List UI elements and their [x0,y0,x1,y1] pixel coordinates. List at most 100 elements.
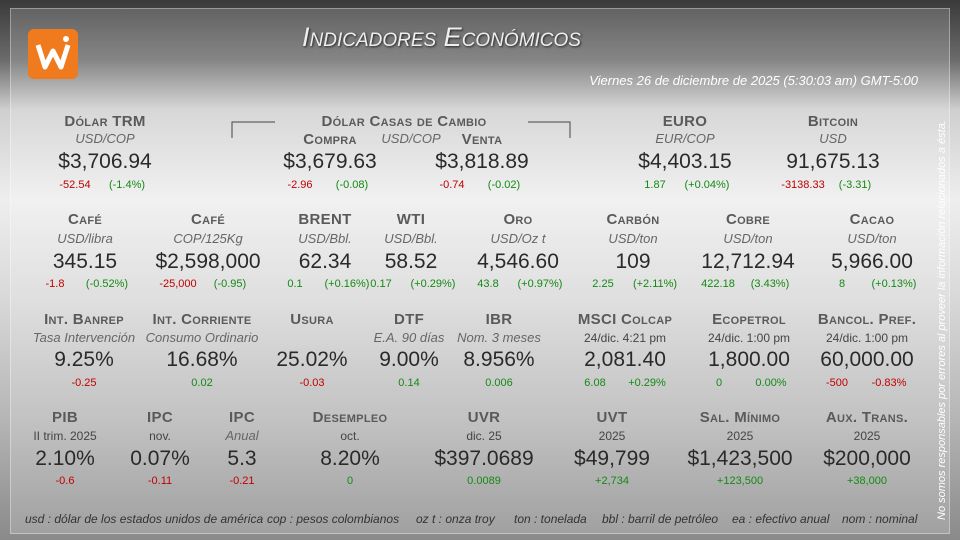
change: 0.14 [398,377,420,389]
value: 16.68% [166,348,238,371]
unit: Tasa Intervención [32,330,136,345]
value: 8.20% [320,447,380,470]
indicator-name: IPC [229,409,255,426]
unit: USD/COP [381,131,441,146]
value: 2.10% [35,447,95,470]
indicator-name: UVT [596,409,628,426]
indicator-name: Dólar TRM [64,113,146,130]
date: Viernes 26 de diciembre de 2025 (5:30:03… [589,73,918,88]
change-pct: +0.29% [628,377,666,389]
value: $3,706.94 [58,150,152,173]
change-pct: (-0.52%) [85,278,129,290]
unit: USD/ton [723,231,773,246]
change: -52.54 [59,179,91,191]
value: 58.52 [384,250,438,273]
value: $49,799 [574,447,650,470]
value: 8.956% [463,348,535,371]
value: 9.00% [379,348,439,371]
change-pct: 0.00% [755,377,787,389]
change: -500 [825,377,849,389]
disclaimer: No somos responsables por errores al pro… [936,120,948,520]
unit: USD/COP [75,131,135,146]
logo [28,29,78,79]
value: $200,000 [823,447,911,470]
change: -3138.33 [781,179,825,191]
value: 60,000.00 [820,348,914,371]
change: 8 [838,278,846,290]
value: 5,966.00 [831,250,913,273]
change: -25,000 [159,278,197,290]
price-label: Venta [461,131,503,148]
change-pct: (+0.04%) [684,179,730,191]
change: +2,734 [595,475,629,487]
indicator-name: Cacao [849,211,895,228]
indicator-name: Carbón [606,211,660,228]
change: -2.96 [287,179,313,191]
change-pct: (+0.16%) [324,278,370,290]
unit: USD/libra [57,231,113,246]
change: -1.8 [45,278,65,290]
unit: USD [819,131,847,146]
date: oct. [340,429,360,443]
change: -0.03 [299,377,325,389]
value: 91,675.13 [786,150,880,173]
change: 1.87 [644,179,666,191]
change: 6.08 [584,377,606,389]
change-pct: (-0.95) [213,278,247,290]
change-pct: -0.83% [871,377,907,389]
value: 25.02% [276,348,348,371]
indicator-name: UVR [467,409,501,426]
change: 2.25 [592,278,614,290]
change-pct: (+0.13%) [871,278,917,290]
indicator-name: Bancol. Pref. [817,311,917,328]
change-pct: (-0.08) [335,179,369,191]
indicator-name: Aux. Trans. [825,409,909,426]
date: 2025 [598,429,626,443]
value: 9.25% [54,348,114,371]
change: 0 [715,377,723,389]
indicator-name: Bitcoin [807,113,859,130]
date: 24/dic. 4:21 pm [583,331,667,345]
indicator-name: EURO [662,113,708,130]
change: -0.6 [55,475,75,487]
glossary-item: cop : pesos colombianos [267,512,400,526]
date: 24/dic. 1:00 pm [825,331,909,345]
glossary-item: usd : dólar de los estados unidos de amé… [25,512,264,526]
indicator-name: Desempleo [312,409,388,426]
date: 2025 [853,429,881,443]
value: 0.07% [130,447,190,470]
value: $4,403.15 [638,150,732,173]
unit: USD/ton [608,231,658,246]
change: -0.25 [71,377,97,389]
unit: Nom. 3 meses [457,330,541,345]
change: 0 [346,475,354,487]
change: 0.1 [287,278,303,290]
indicator-name: BRENT [298,211,352,228]
date: nov. [149,429,171,443]
indicator-name: Int. Banrep [44,311,124,328]
change: 422.18 [701,278,735,290]
group-bracket [231,121,571,138]
change-pct: (-1.4%) [108,179,146,191]
indicator-name: Dólar Casas de Cambio [321,113,487,130]
unit: E.A. 90 días [373,330,445,345]
change-pct: (-3.31) [838,179,872,191]
unit: USD/Bbl. [384,231,438,246]
value: $397.0689 [434,447,534,470]
change-pct: (+0.29%) [410,278,456,290]
indicator-name: IBR [485,311,513,328]
indicator-name: Cobre [725,211,771,228]
value: 2,081.40 [584,348,666,371]
change: 0.006 [485,377,513,389]
change: 43.8 [477,278,499,290]
value: 4,546.60 [477,250,559,273]
unit: Anual [225,428,259,443]
change: 0.02 [191,377,213,389]
change-pct: (-0.02) [487,179,521,191]
unit: USD/ton [847,231,897,246]
indicator-name: Int. Corriente [152,311,252,328]
change: -0.11 [147,475,173,487]
glossary-item: ton : tonelada [514,512,587,526]
date: dic. 25 [466,429,502,443]
value: $2,598,000 [155,250,261,273]
